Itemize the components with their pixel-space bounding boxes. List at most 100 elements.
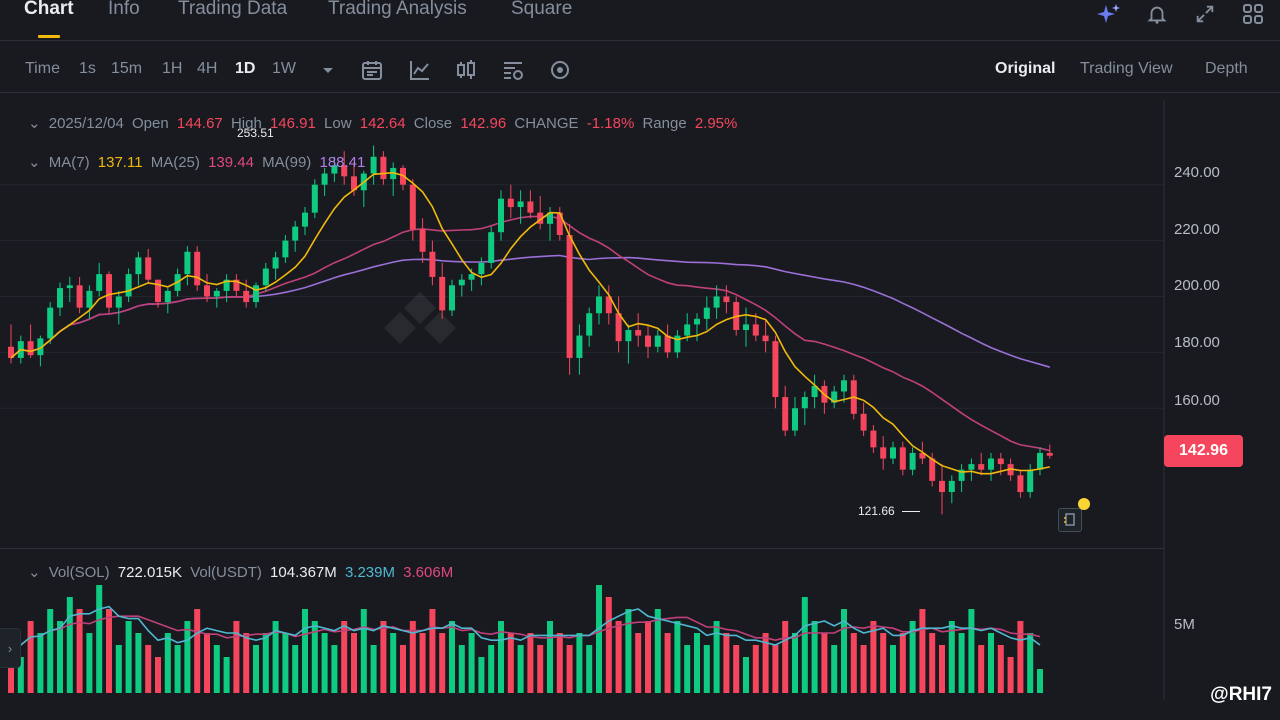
volume-bar bbox=[135, 633, 142, 693]
volume-bar bbox=[596, 585, 602, 693]
candle-body bbox=[37, 338, 44, 356]
candle-body bbox=[625, 330, 632, 342]
candle-body bbox=[498, 198, 504, 233]
volume-bar bbox=[223, 657, 230, 693]
volume-bar bbox=[958, 633, 965, 693]
candle-body bbox=[556, 212, 563, 235]
candle-body bbox=[978, 464, 985, 470]
timeframe-15m[interactable]: 15m bbox=[111, 60, 143, 77]
candle-body bbox=[703, 307, 710, 319]
volume-bar bbox=[204, 633, 210, 693]
volume-bar bbox=[145, 645, 152, 693]
volume-bar bbox=[547, 621, 553, 693]
open-value: 144.67 bbox=[176, 115, 223, 132]
candle-body bbox=[439, 276, 446, 311]
volume-bar bbox=[115, 645, 122, 693]
target-icon[interactable] bbox=[548, 58, 572, 82]
tab-square[interactable]: Square bbox=[511, 0, 573, 19]
high-marker-label: 253.51 bbox=[237, 126, 274, 140]
candle-body bbox=[811, 385, 818, 398]
alert-dot-icon bbox=[1078, 498, 1090, 510]
timeframe-1h[interactable]: 1H bbox=[162, 60, 183, 77]
low-label: Low bbox=[324, 115, 352, 132]
collapse-chevron-icon[interactable]: ⌄ bbox=[28, 115, 41, 132]
candle-body bbox=[615, 313, 622, 342]
candle-body bbox=[282, 240, 289, 258]
ma25-line bbox=[10, 215, 1050, 452]
ma7-label: MA(7) bbox=[48, 154, 90, 171]
ohlc-info: ⌄ 2025/12/04 Open 144.67 High 146.91 Low… bbox=[28, 114, 741, 132]
low-value: 142.64 bbox=[359, 115, 406, 132]
expand-panel-handle[interactable]: › bbox=[0, 628, 21, 668]
ai-sparkle-icon[interactable] bbox=[1096, 1, 1122, 27]
tab-trading-analysis[interactable]: Trading Analysis bbox=[328, 0, 467, 19]
volume-bar bbox=[576, 633, 583, 693]
volume-bar bbox=[302, 609, 308, 693]
indicator-icon[interactable] bbox=[408, 58, 432, 82]
dropdown-arrow-icon[interactable] bbox=[316, 58, 340, 82]
timeframe-1w[interactable]: 1W bbox=[272, 60, 296, 77]
volume-bar bbox=[253, 645, 259, 693]
view-original[interactable]: Original bbox=[995, 60, 1056, 77]
volume-bar bbox=[674, 621, 681, 693]
candle-type-icon[interactable] bbox=[454, 58, 478, 82]
candle-body bbox=[321, 173, 328, 185]
volume-bar bbox=[801, 597, 808, 693]
candle-body bbox=[351, 176, 357, 191]
close-value: 142.96 bbox=[460, 115, 507, 132]
price-alert-icon[interactable] bbox=[1058, 508, 1082, 532]
volume-bar bbox=[664, 633, 671, 693]
candle-body bbox=[899, 447, 906, 470]
range-label: Range bbox=[642, 115, 687, 132]
tab-info[interactable]: Info bbox=[108, 0, 140, 19]
volume-bar bbox=[909, 621, 916, 693]
current-price-tag: 142.96 bbox=[1164, 435, 1243, 467]
candle-body bbox=[86, 290, 93, 308]
candle-body bbox=[243, 290, 250, 303]
volume-bar bbox=[615, 621, 622, 693]
volume-bar bbox=[939, 645, 945, 693]
volume-bar bbox=[17, 657, 24, 693]
candle-body bbox=[939, 480, 945, 493]
volume-bar bbox=[1017, 621, 1024, 693]
close-label: Close bbox=[413, 115, 453, 132]
volume-bar bbox=[380, 621, 387, 693]
candle-body bbox=[468, 274, 475, 280]
tab-trading-data[interactable]: Trading Data bbox=[178, 0, 288, 19]
candle-body bbox=[958, 469, 965, 481]
volume-tick-5m: 5M bbox=[1174, 616, 1195, 633]
timeframe-4h[interactable]: 4H bbox=[197, 60, 218, 77]
candle-body bbox=[527, 201, 534, 213]
candle-body bbox=[47, 307, 54, 339]
view-trading-view[interactable]: Trading View bbox=[1080, 60, 1173, 77]
ohlc-date: 2025/12/04 bbox=[48, 115, 124, 132]
volume-bar bbox=[605, 597, 612, 693]
candle-body bbox=[890, 447, 896, 459]
chart-settings-icon[interactable] bbox=[501, 58, 525, 82]
timeframe-1d[interactable]: 1D bbox=[235, 60, 256, 77]
bell-icon[interactable] bbox=[1144, 1, 1170, 27]
volume-bar bbox=[713, 621, 720, 693]
volume-bar bbox=[37, 633, 44, 693]
timeframe-1s[interactable]: 1s bbox=[79, 60, 96, 77]
high-label: High bbox=[230, 115, 262, 132]
volume-bar bbox=[645, 621, 651, 693]
candle-body bbox=[115, 296, 122, 308]
volume-bar bbox=[988, 633, 994, 693]
timeframe-time[interactable]: Time bbox=[25, 60, 60, 77]
volume-bar bbox=[213, 645, 220, 693]
grid-icon[interactable] bbox=[1240, 1, 1266, 27]
ma-collapse-chevron-icon[interactable]: ⌄ bbox=[28, 154, 41, 171]
view-depth[interactable]: Depth bbox=[1205, 60, 1248, 77]
calendar-icon[interactable] bbox=[360, 58, 384, 82]
volume-bar bbox=[233, 621, 240, 693]
expand-icon[interactable] bbox=[1192, 1, 1218, 27]
candle-body bbox=[213, 290, 220, 297]
tab-chart[interactable]: Chart bbox=[24, 0, 74, 19]
volume-bar bbox=[66, 597, 73, 693]
candle-body bbox=[988, 458, 994, 470]
vol-collapse-chevron-icon[interactable]: ⌄ bbox=[28, 564, 41, 581]
vol-usdt-value: 104.367M bbox=[270, 564, 337, 581]
candle-body bbox=[488, 232, 495, 263]
